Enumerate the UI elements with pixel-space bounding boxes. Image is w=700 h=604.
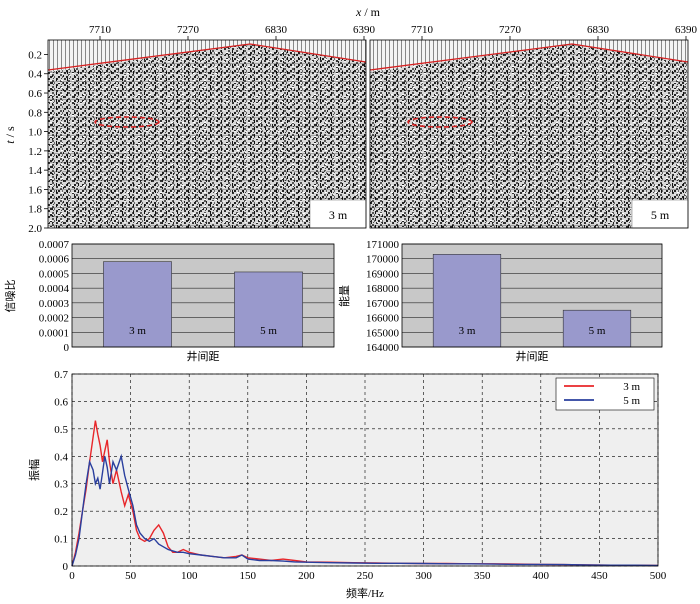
y-tick-label: 167000 bbox=[366, 298, 400, 310]
y-tick-label: 1.0 bbox=[28, 127, 42, 139]
seismic-x-ticks: 7710 7710 7270 7270 6830 6830 6390 6390 bbox=[89, 24, 698, 40]
red-surface-line bbox=[369, 43, 689, 71]
y-tick-label: 171000 bbox=[366, 239, 400, 251]
y-tick-label: 0.7 bbox=[54, 369, 68, 381]
y-tick-label: 0.2 bbox=[54, 506, 68, 518]
x-axis-title: x / m bbox=[355, 5, 381, 19]
seismic-panel-5m: 5 m bbox=[369, 39, 689, 229]
bar-category-label: 3 m bbox=[129, 325, 146, 337]
red-surface-line bbox=[47, 43, 367, 71]
y-tick-label: 0.3 bbox=[54, 479, 68, 491]
x-tick-label: 300 bbox=[415, 570, 432, 582]
x-tick-label: 6390 bbox=[353, 24, 376, 36]
x-tick-label: 7710 bbox=[89, 24, 112, 36]
energy-xlabel: 井间距 bbox=[516, 349, 549, 363]
panel-label-3m: 3 m bbox=[329, 208, 348, 222]
y-tick-label: 0.0001 bbox=[39, 327, 69, 339]
y-tick-label: 0.0006 bbox=[39, 254, 70, 266]
bar bbox=[562, 309, 632, 348]
y-tick-label: 2.0 bbox=[28, 223, 42, 235]
x-tick-label: 0 bbox=[69, 570, 75, 582]
y-tick-label: 0.2 bbox=[28, 49, 42, 61]
y-tick-label: 1.8 bbox=[28, 204, 42, 216]
y-tick-label: 0.0007 bbox=[39, 239, 70, 251]
panel-label-box bbox=[631, 199, 689, 229]
x-tick-label: 200 bbox=[298, 570, 315, 582]
y-tick-label: 0.0005 bbox=[39, 268, 70, 280]
x-tick-label: 400 bbox=[533, 570, 550, 582]
x-tick-label: 500 bbox=[650, 570, 667, 582]
spectrum-line-chart: 0 50 100 150 200 250 300 350 400 450 500 0 0.1 0.2 0.3… bbox=[27, 369, 667, 600]
y-tick-label: 0 bbox=[64, 342, 70, 354]
y-tick-label: 0.6 bbox=[54, 396, 68, 408]
spectrum-ylabel: 振幅 bbox=[27, 459, 41, 481]
y-tick-label: 0.1 bbox=[54, 534, 68, 546]
bar-category-label: 5 m bbox=[260, 325, 277, 337]
y-tick-label: 0.4 bbox=[28, 69, 42, 81]
y-tick-label: 0.0002 bbox=[39, 313, 69, 325]
snr-ylabel: 信噪比 bbox=[4, 280, 17, 313]
legend: 3 m 5 m bbox=[555, 377, 655, 411]
y-tick-label: 170000 bbox=[366, 254, 400, 266]
y-tick-label: 1.4 bbox=[28, 165, 42, 177]
bar bbox=[103, 261, 172, 348]
x-tick-label: 450 bbox=[591, 570, 608, 582]
bar-category-label: 3 m bbox=[459, 325, 476, 337]
legend-label-3m: 3 m bbox=[623, 381, 640, 393]
x-tick-label: 350 bbox=[474, 570, 491, 582]
series-line-1 bbox=[71, 453, 659, 567]
y-tick-label: 1.2 bbox=[28, 146, 42, 158]
panel-label-box bbox=[309, 199, 367, 229]
y-tick-label: 166000 bbox=[366, 313, 400, 325]
bar bbox=[432, 254, 502, 348]
snr-bar-chart: 3 m 5 m 0 0.0001 0.0002 0.0003 0.0004 0.0005 0.… bbox=[4, 239, 335, 363]
bar bbox=[234, 271, 303, 348]
x-tick-label: 7270 bbox=[177, 24, 200, 36]
seismic-panel-3m: 3 m bbox=[47, 39, 367, 229]
x-tick-label: 7270 bbox=[499, 24, 522, 36]
panel-label-5m: 5 m bbox=[651, 208, 670, 222]
seismic-y-ticks: 0.2 0.4 0.6 0.8 1.0 1.2 1.4 1.6 1.8 2.0 bbox=[28, 49, 48, 235]
x-tick-label: 250 bbox=[357, 570, 374, 582]
y-tick-label: 0.8 bbox=[28, 107, 42, 119]
anomaly-ellipse bbox=[94, 116, 160, 128]
y-tick-label: 0.4 bbox=[54, 451, 68, 463]
y-tick-label: 0.0004 bbox=[39, 283, 70, 295]
y-tick-label: 0.6 bbox=[28, 88, 42, 100]
bar-category-label: 5 m bbox=[589, 325, 606, 337]
x-tick-label: 6830 bbox=[265, 24, 288, 36]
energy-bar-chart: 3 m 5 m 164000 165000 166000 167000 168000 169… bbox=[337, 239, 663, 363]
y-tick-label: 168000 bbox=[366, 283, 400, 295]
y-tick-label: 0.5 bbox=[54, 424, 68, 436]
legend-label-5m: 5 m bbox=[623, 395, 640, 407]
x-tick-label: 100 bbox=[181, 570, 198, 582]
y-tick-label: 0 bbox=[63, 561, 69, 573]
x-tick-label: 50 bbox=[125, 570, 137, 582]
x-tick-label: 150 bbox=[240, 570, 257, 582]
x-tick-label: 6830 bbox=[587, 24, 610, 36]
y-tick-label: 0.0003 bbox=[39, 298, 70, 310]
y-axis-title: t / s bbox=[3, 126, 17, 144]
snr-xlabel: 井间距 bbox=[187, 349, 220, 363]
y-tick-label: 169000 bbox=[366, 268, 400, 280]
spectrum-xlabel: 频率/Hz bbox=[346, 586, 384, 600]
y-tick-label: 164000 bbox=[366, 342, 400, 354]
y-tick-label: 1.6 bbox=[28, 184, 42, 196]
x-tick-label: 6390 bbox=[675, 24, 698, 36]
y-tick-label: 165000 bbox=[366, 327, 400, 339]
anomaly-ellipse bbox=[407, 116, 473, 128]
x-tick-label: 7710 bbox=[411, 24, 434, 36]
energy-ylabel: 能量 bbox=[337, 285, 351, 307]
